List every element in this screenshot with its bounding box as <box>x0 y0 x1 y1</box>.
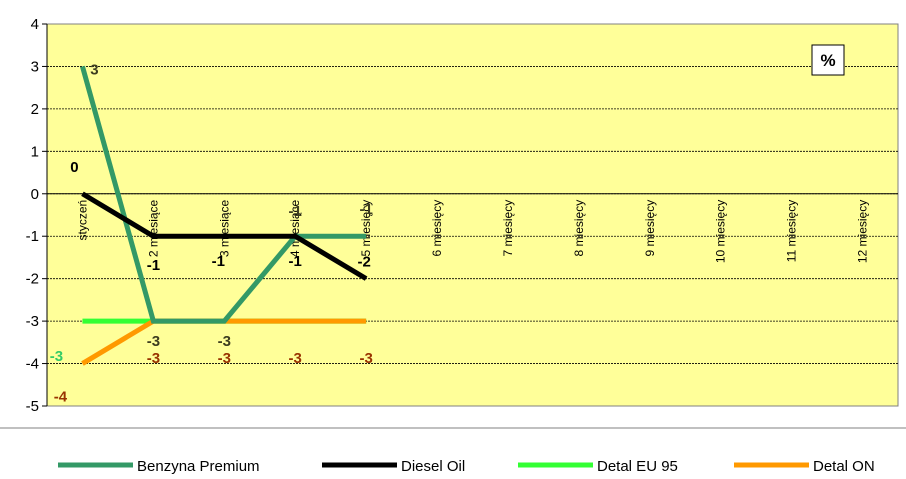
data-label: -1 <box>212 253 225 270</box>
y-tick-label: 3 <box>31 58 39 75</box>
y-tick-label: -1 <box>26 228 39 245</box>
series-lines <box>80 65 368 366</box>
data-label: -2 <box>357 254 370 271</box>
x-tick-label: 7 miesięcy <box>501 200 515 257</box>
y-tick-label: 0 <box>31 186 39 203</box>
x-tick-label: 3 miesiące <box>217 199 231 257</box>
data-labels: 3-3 -3-1 -10-1 -1 -1 -2-3-4-3 -3 -3 -3 <box>50 61 373 405</box>
axes: 4 3 2 1 0 -1 -2 -3 -4 -5 styczeń 2 miesiące 3 miesią… <box>26 16 898 415</box>
data-label: 0 <box>70 159 78 176</box>
x-tick-label: styczeń <box>75 200 89 241</box>
series-line <box>81 191 368 281</box>
legend-entry: Detal ON <box>813 458 875 475</box>
data-label: -3 <box>147 333 160 350</box>
x-tick-label: 11 miesięcy <box>785 200 799 262</box>
data-label: -1 <box>289 203 302 220</box>
data-label: -1 <box>289 253 302 270</box>
data-label: -3 <box>359 350 372 367</box>
legend-entry: Diesel Oil <box>401 458 465 475</box>
data-label: -4 <box>54 389 68 406</box>
x-tick-label: 9 miesięcy <box>643 200 657 257</box>
unit-box-frame <box>811 44 845 76</box>
legend: Benzyna Premium Diesel Oil Detal EU 95 Deta… <box>58 458 875 475</box>
data-label: -1 <box>147 257 160 274</box>
x-tick-label: 10 miesięcy <box>714 200 728 263</box>
x-tick-label: 12 miesięcy <box>856 200 870 263</box>
data-label: -3 <box>289 350 302 367</box>
data-label: -3 <box>50 348 63 365</box>
y-tick-label: 2 <box>31 101 39 118</box>
data-label: -3 <box>218 333 231 350</box>
x-tick-label: 2 miesiące <box>146 199 160 257</box>
data-label: 3 <box>90 61 98 78</box>
y-tick-label: -2 <box>26 271 39 288</box>
y-tick-label: 1 <box>31 143 39 160</box>
x-tick-label: 8 miesięcy <box>572 200 586 257</box>
series-line <box>80 65 367 324</box>
y-tick-label: -4 <box>26 356 39 373</box>
unit-label: % <box>820 51 835 70</box>
data-label: -3 <box>218 350 231 367</box>
y-tick-label: -3 <box>26 313 39 330</box>
unit-box: % <box>811 44 845 76</box>
plot-area <box>46 23 899 407</box>
x-tick-label: 6 miesięcy <box>430 200 444 257</box>
x-tick-label: 5 miesięcy <box>359 200 373 257</box>
data-label: -1 <box>359 201 372 218</box>
legend-entry: Detal EU 95 <box>597 458 678 475</box>
y-tick-label: 4 <box>31 16 39 33</box>
legend-entry: Benzyna Premium <box>137 458 260 475</box>
y-tick-label: -5 <box>26 398 39 415</box>
data-label: -3 <box>147 350 160 367</box>
